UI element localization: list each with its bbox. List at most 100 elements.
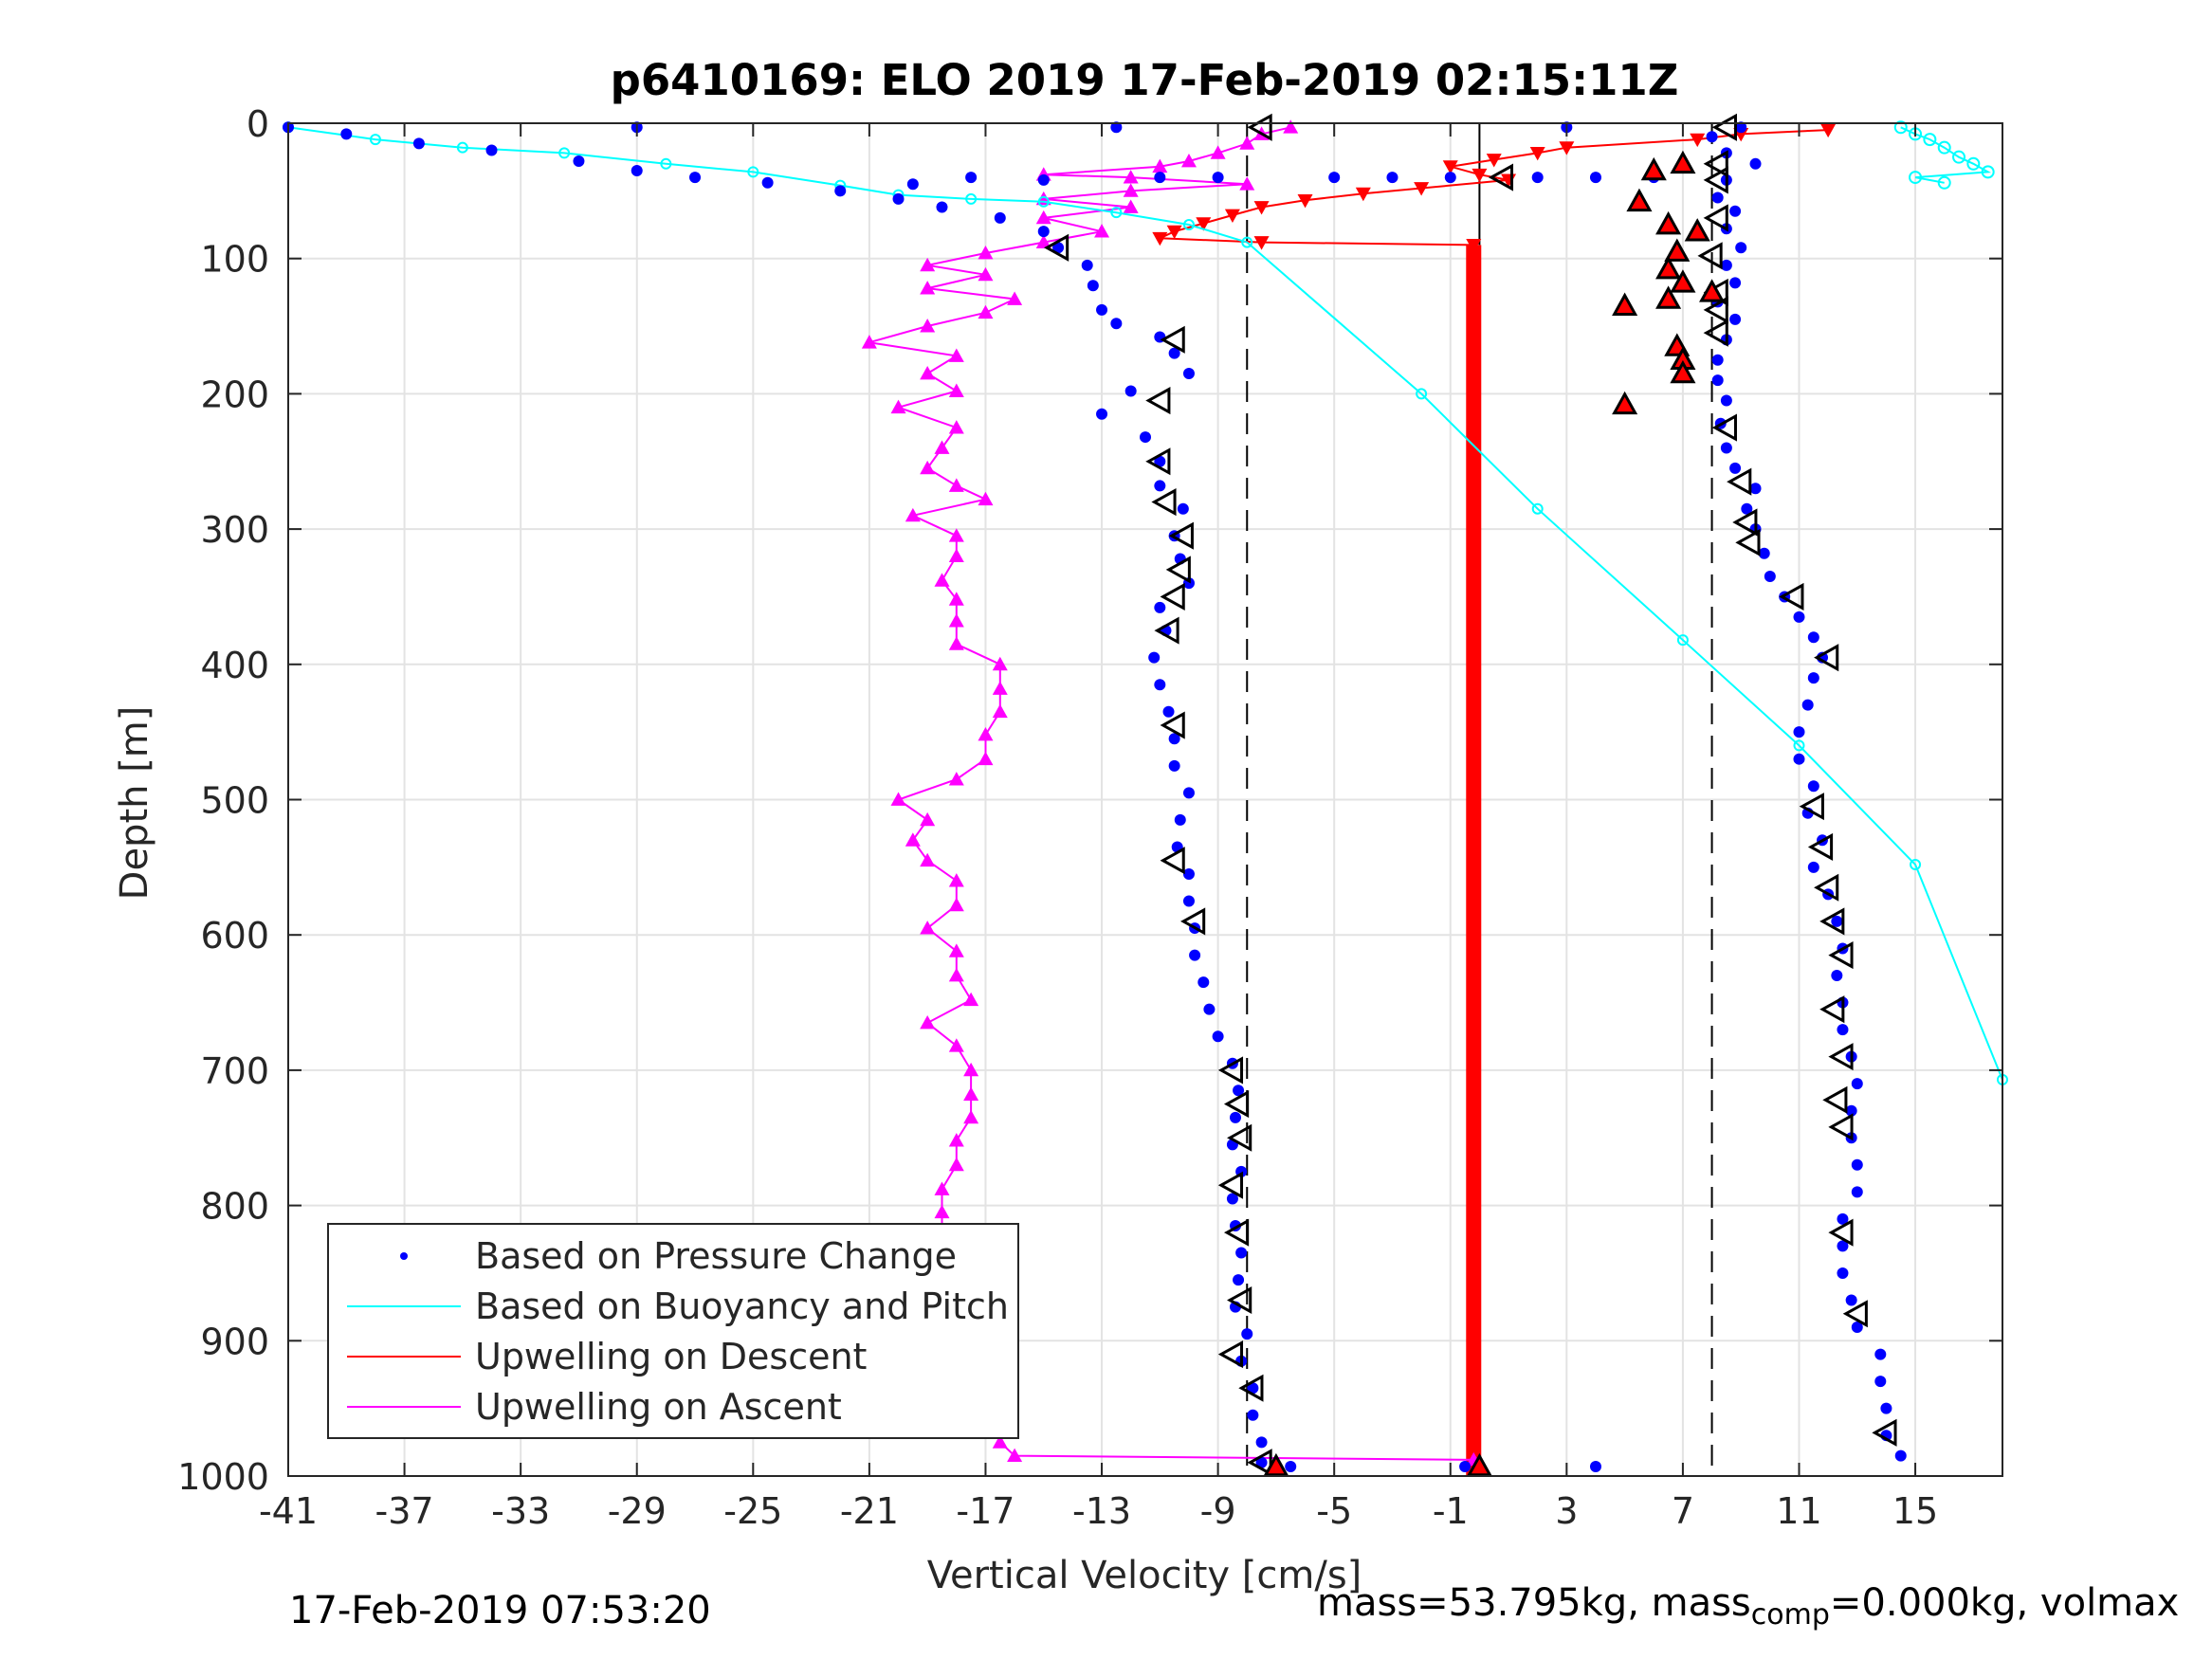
pressure-point bbox=[1741, 502, 1753, 515]
ascent-point bbox=[1007, 291, 1023, 305]
descent-highlight-marker bbox=[1670, 269, 1696, 293]
descent-highlight-marker bbox=[1670, 359, 1696, 384]
descent-vertical-bar bbox=[1466, 245, 1482, 1477]
ascent-point bbox=[920, 921, 936, 935]
descent-point bbox=[1486, 154, 1502, 168]
pressure-point bbox=[1845, 1104, 1857, 1117]
ascent-point bbox=[934, 1181, 950, 1195]
descent-highlight-marker bbox=[1612, 292, 1638, 316]
ascent-point bbox=[1152, 158, 1168, 173]
open-triangle-marker bbox=[1227, 1123, 1252, 1152]
pressure-point bbox=[1729, 205, 1742, 217]
descent-highlight-marker bbox=[1655, 285, 1682, 309]
ascent-point bbox=[948, 1133, 964, 1147]
pressure-point bbox=[1720, 442, 1732, 454]
ascent-point bbox=[1123, 199, 1139, 213]
buoyancy-cluster-point bbox=[1937, 175, 1951, 190]
footer-timestamp: 17-Feb-2019 07:53:20 bbox=[289, 1589, 711, 1632]
pressure-point bbox=[1110, 318, 1123, 330]
ascent-point bbox=[948, 478, 964, 492]
x-tick-label: -21 bbox=[840, 1490, 899, 1532]
ascent-point bbox=[1283, 119, 1299, 134]
x-axis-label: Vertical Velocity [cm/s] bbox=[927, 1554, 1362, 1597]
pressure-point bbox=[1851, 1158, 1863, 1171]
x-tick-label: -25 bbox=[723, 1490, 782, 1532]
open-triangle-marker bbox=[1799, 793, 1824, 821]
buoyancy-series-line bbox=[287, 126, 2003, 1081]
x-tick-label: -41 bbox=[259, 1490, 318, 1532]
open-triangle-marker bbox=[1711, 413, 1737, 442]
ascent-point bbox=[1123, 170, 1139, 184]
ascent-point bbox=[920, 811, 936, 827]
open-triangle-marker bbox=[1217, 1056, 1244, 1085]
buoyancy-point bbox=[1182, 219, 1195, 231]
open-triangle-marker bbox=[1807, 832, 1834, 861]
pressure-point bbox=[1189, 949, 1201, 961]
pressure-point bbox=[1233, 1085, 1245, 1097]
pressure-point bbox=[1182, 367, 1195, 379]
buoyancy-point bbox=[1037, 195, 1050, 208]
pressure-point bbox=[1235, 1247, 1248, 1259]
buoyancy-cluster-point bbox=[1966, 156, 1981, 171]
descent-highlight-marker bbox=[1699, 279, 1726, 302]
pressure-point bbox=[1807, 861, 1819, 873]
y-tick-label: 400 bbox=[200, 645, 269, 686]
ascent-point bbox=[890, 792, 906, 806]
chart-title: p6410169: ELO 2019 17-Feb-2019 02:15:11Z bbox=[611, 55, 1679, 105]
ascent-series-line bbox=[868, 126, 1474, 1461]
pressure-point bbox=[1087, 280, 1099, 292]
open-triangle-marker bbox=[1779, 582, 1804, 611]
x-tick-label: -33 bbox=[491, 1490, 550, 1532]
ascent-point bbox=[920, 319, 936, 333]
open-triangle-marker bbox=[1819, 995, 1845, 1024]
open-triangle-marker bbox=[1217, 1340, 1244, 1369]
open-triangle-marker bbox=[1238, 1374, 1264, 1402]
pressure-point bbox=[1831, 915, 1843, 927]
pressure-point bbox=[1729, 462, 1742, 474]
open-triangle-marker bbox=[1180, 907, 1206, 936]
pressure-point bbox=[1096, 408, 1108, 420]
pressure-point bbox=[1285, 1461, 1297, 1473]
y-tick-label: 700 bbox=[200, 1050, 269, 1092]
y-tick-label: 1000 bbox=[177, 1456, 269, 1498]
open-triangle-marker bbox=[1814, 873, 1839, 902]
descent-highlight-marker bbox=[1640, 156, 1667, 181]
ascent-point bbox=[934, 440, 950, 454]
descent-highlight-marker bbox=[1684, 218, 1710, 242]
open-triangle-marker bbox=[1735, 528, 1761, 556]
pressure-point bbox=[1154, 172, 1166, 184]
pressure-point bbox=[1711, 191, 1724, 204]
ascent-point bbox=[905, 507, 921, 522]
ascent-point bbox=[978, 266, 994, 282]
x-tick-label: 7 bbox=[1672, 1490, 1694, 1532]
open-triangle-marker bbox=[1703, 319, 1728, 347]
ascent-point bbox=[948, 592, 964, 606]
y-tick-label: 200 bbox=[200, 374, 269, 415]
ascent-point bbox=[963, 1086, 979, 1101]
descent-highlight-marker bbox=[1466, 1452, 1492, 1477]
pressure-point bbox=[485, 144, 498, 156]
pressure-point bbox=[1807, 631, 1819, 644]
pressure-point bbox=[1894, 1449, 1907, 1462]
descent-point bbox=[1442, 160, 1458, 174]
pressure-point bbox=[1255, 1436, 1268, 1449]
open-triangle-marker bbox=[1872, 1418, 1897, 1447]
x-tick-label: -5 bbox=[1316, 1490, 1352, 1532]
ascent-point bbox=[963, 1062, 979, 1077]
open-triangle-marker bbox=[1043, 233, 1069, 262]
pressure-point bbox=[1154, 455, 1166, 467]
open-triangle-marker bbox=[1697, 242, 1723, 270]
open-triangle-marker bbox=[1828, 1043, 1854, 1071]
ascent-point bbox=[934, 1204, 950, 1219]
pressure-point bbox=[761, 176, 774, 189]
mass-text-prefix: mass=53.795kg, mass bbox=[1317, 1581, 1751, 1625]
footer-mass-text: mass=53.795kg, masscomp=0.000kg, volmax bbox=[1317, 1581, 2179, 1632]
pressure-point bbox=[994, 211, 1006, 224]
legend-swatch-pressure bbox=[400, 1252, 408, 1260]
open-triangle-marker bbox=[1703, 150, 1728, 178]
pressure-point bbox=[1052, 242, 1065, 254]
ascent-point bbox=[934, 573, 950, 587]
open-triangle-marker bbox=[1160, 325, 1185, 354]
y-tick-label: 500 bbox=[200, 780, 269, 822]
pressure-point bbox=[1229, 1111, 1241, 1123]
